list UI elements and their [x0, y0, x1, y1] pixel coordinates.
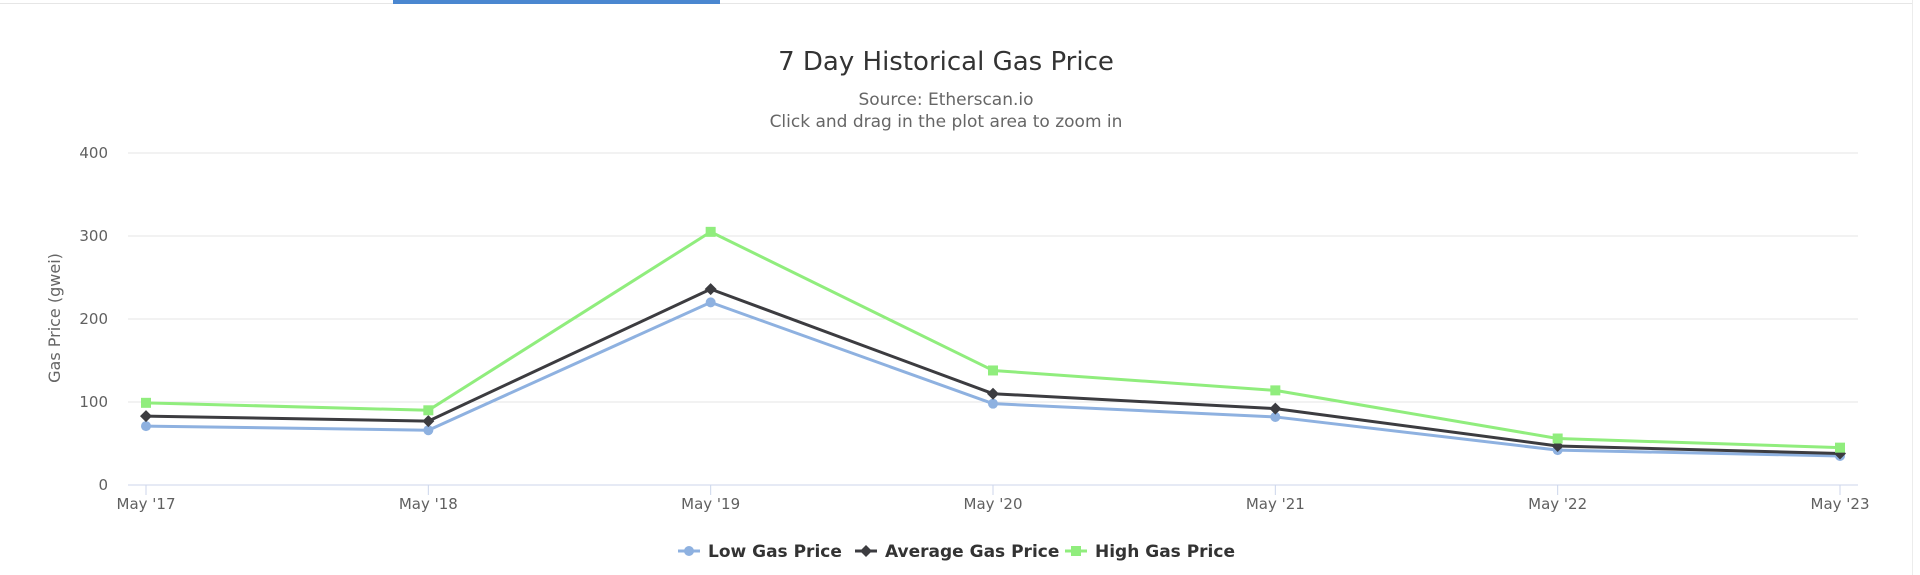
data-point[interactable] — [140, 410, 152, 423]
data-point[interactable] — [987, 387, 999, 400]
legend-item-high-gas-price[interactable]: High Gas Price — [1065, 542, 1235, 562]
data-point[interactable] — [1835, 442, 1845, 453]
y-axis-ticks: 0 100 200 300 400 — [79, 144, 108, 494]
data-point[interactable] — [141, 397, 151, 408]
x-tick-label: May '23 — [1811, 495, 1870, 513]
x-axis: May '17 May '18 May '19 May '20 May '21 May '… — [117, 484, 1870, 513]
data-point[interactable] — [1270, 385, 1281, 396]
data-point[interactable] — [1552, 433, 1563, 444]
x-tick-label: May '22 — [1528, 495, 1587, 513]
active-tab-indicator — [393, 0, 720, 4]
x-tick-label: May '21 — [1246, 495, 1305, 513]
legend-label[interactable]: High Gas Price — [1095, 542, 1235, 562]
data-point[interactable] — [1270, 411, 1281, 422]
legend[interactable]: Low Gas Price Average Gas Price High Gas P… — [678, 542, 1235, 562]
data-point[interactable] — [423, 425, 434, 436]
data-point[interactable] — [141, 421, 151, 432]
y-tick-label: 200 — [79, 310, 108, 328]
chart-title: 7 Day Historical Gas Price — [778, 47, 1114, 77]
data-point[interactable] — [705, 297, 716, 308]
series-average-gas-price — [140, 283, 1846, 460]
y-tick-label: 400 — [79, 144, 108, 162]
data-point[interactable] — [422, 415, 435, 428]
x-tick-label: May '20 — [964, 495, 1023, 513]
y-tick-label: 0 — [98, 476, 108, 494]
legend-marker[interactable] — [684, 546, 694, 556]
legend-label[interactable]: Low Gas Price — [708, 542, 842, 562]
plot-area[interactable] — [128, 150, 1858, 485]
scrollbar-track — [1912, 0, 1913, 575]
legend-label[interactable]: Average Gas Price — [885, 542, 1059, 562]
data-point[interactable] — [988, 365, 998, 376]
data-point[interactable] — [704, 283, 717, 296]
data-point[interactable] — [1269, 402, 1282, 415]
data-point[interactable] — [705, 226, 716, 237]
legend-marker[interactable] — [1071, 546, 1081, 556]
legend-item-low-gas-price[interactable]: Low Gas Price — [678, 542, 842, 562]
data-point[interactable] — [423, 405, 434, 416]
top-divider — [0, 3, 1912, 4]
legend-item-average-gas-price[interactable]: Average Gas Price — [855, 542, 1059, 562]
x-tick-label: May '18 — [399, 495, 458, 513]
data-point[interactable] — [988, 398, 998, 409]
series-group — [140, 226, 1846, 461]
y-tick-label: 300 — [79, 227, 108, 245]
chart-subtitle: Source: Etherscan.io — [858, 90, 1033, 110]
y-axis-title: Gas Price (gwei) — [45, 253, 64, 383]
series-high-gas-price — [141, 226, 1845, 453]
chart-zoom-hint: Click and drag in the plot area to zoom … — [770, 112, 1123, 132]
x-tick-label: May '17 — [117, 495, 176, 513]
y-tick-label: 100 — [79, 393, 108, 411]
legend-marker[interactable] — [860, 545, 872, 557]
x-tick-label: May '19 — [681, 495, 740, 513]
